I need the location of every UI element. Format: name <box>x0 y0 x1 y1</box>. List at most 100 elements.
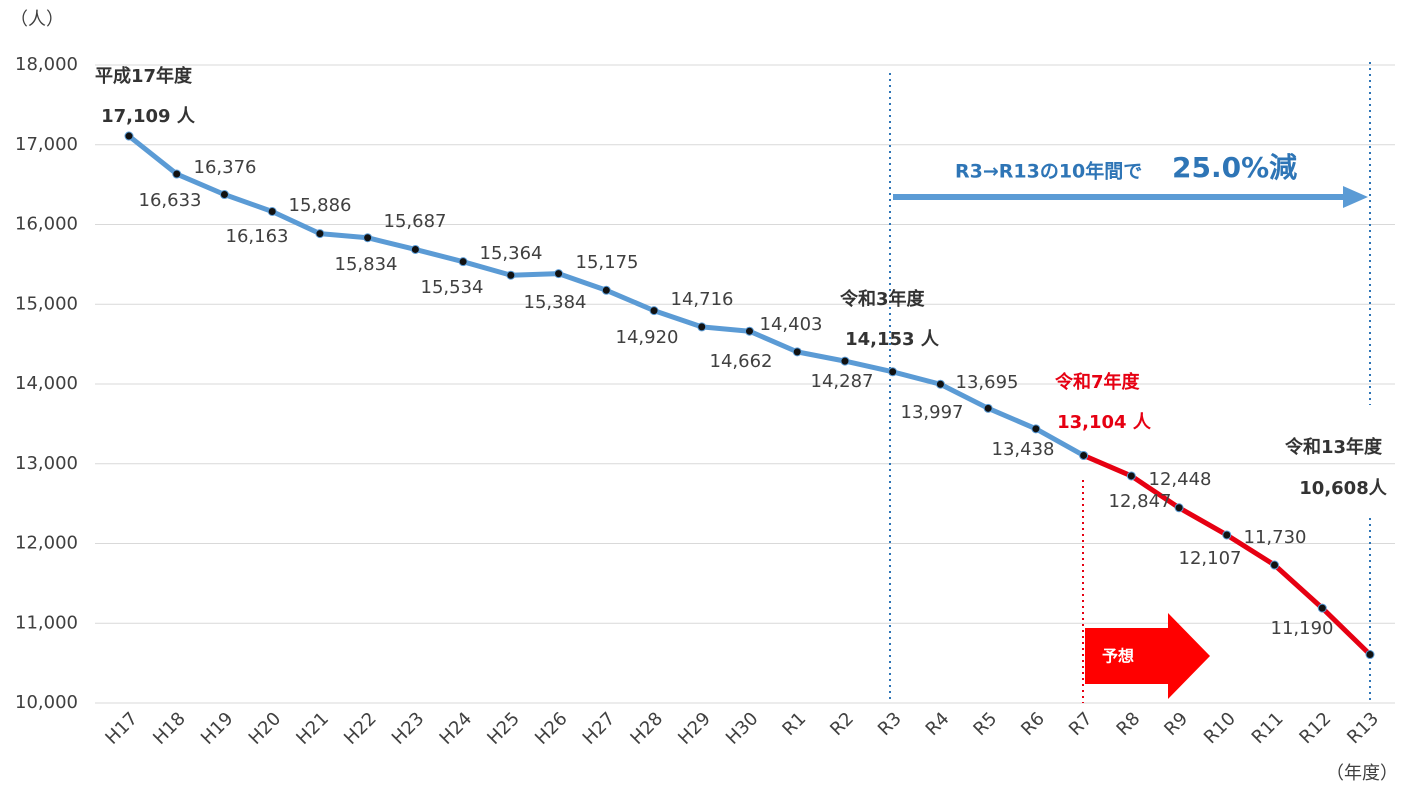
value-label: 14,287 <box>811 371 874 392</box>
annotation: 令和3年度 <box>839 288 926 310</box>
value-label: 16,633 <box>139 190 202 211</box>
point <box>125 132 133 140</box>
y-tick-label: 14,000 <box>15 373 78 394</box>
x-tick-label: H24 <box>436 708 477 749</box>
value-label: 12,448 <box>1149 469 1212 490</box>
value-label: 14,920 <box>616 327 679 348</box>
point <box>507 271 515 279</box>
value-label: 15,886 <box>289 195 352 216</box>
point <box>459 258 467 266</box>
value-label: 14,403 <box>760 314 823 335</box>
value-label: 15,175 <box>576 252 639 273</box>
y-tick-label: 18,000 <box>15 54 78 75</box>
point <box>173 170 181 178</box>
x-tick-label: R11 <box>1248 708 1288 748</box>
point <box>1366 651 1374 659</box>
forecast-label: 予想 <box>1102 647 1134 666</box>
x-tick-label: H28 <box>626 708 667 749</box>
value-label: 12,107 <box>1179 548 1242 569</box>
point <box>1223 531 1231 539</box>
x-tick-label: R2 <box>826 708 858 740</box>
x-tick-label: H18 <box>149 708 190 749</box>
value-label: 13,997 <box>901 402 964 423</box>
x-tick-label: R3 <box>874 708 906 740</box>
annotation: 令和13年度 <box>1284 436 1383 458</box>
value-label: 13,104 人 <box>1057 412 1152 433</box>
y-tick-label: 13,000 <box>15 453 78 474</box>
point <box>364 234 372 242</box>
x-tick-label: R10 <box>1200 708 1240 748</box>
point <box>936 380 944 388</box>
point <box>602 286 610 294</box>
x-unit: （年度） <box>1326 763 1398 784</box>
y-unit: （人） <box>10 9 64 30</box>
point <box>1175 504 1183 512</box>
x-tick-label: R5 <box>969 708 1001 740</box>
point <box>268 208 276 216</box>
value-label: 13,438 <box>992 439 1055 460</box>
x-tick-label: H21 <box>292 708 333 749</box>
value-label: 15,534 <box>421 277 484 298</box>
value-label: 16,376 <box>194 157 257 178</box>
annotation: 令和7年度 <box>1054 371 1141 393</box>
x-tick-label: R13 <box>1343 708 1383 748</box>
x-tick-label: H22 <box>340 708 381 749</box>
y-tick-label: 16,000 <box>15 214 78 235</box>
point <box>698 323 706 331</box>
x-tick-label: H25 <box>483 708 524 749</box>
value-label: 11,190 <box>1271 618 1334 639</box>
value-label: 15,834 <box>335 254 398 275</box>
point <box>793 348 801 356</box>
annotation: 平成17年度 <box>95 65 193 87</box>
value-label: 14,153 人 <box>845 329 940 350</box>
x-tick-label: R1 <box>779 708 811 740</box>
value-label: 17,109 人 <box>101 106 196 127</box>
y-tick-label: 17,000 <box>15 134 78 155</box>
point <box>1318 604 1326 612</box>
x-tick-label: H23 <box>388 708 429 749</box>
value-label: 14,716 <box>671 289 734 310</box>
value-label: 10,608人 <box>1299 478 1387 499</box>
x-tick-label: H17 <box>101 708 142 749</box>
x-tick-label: R12 <box>1295 708 1335 748</box>
x-tick-label: R4 <box>922 708 954 740</box>
point <box>411 245 419 253</box>
point <box>555 270 563 278</box>
x-tick-label: H20 <box>245 708 286 749</box>
value-label: 15,384 <box>524 292 587 313</box>
point <box>220 191 228 199</box>
x-tick-label: R6 <box>1017 708 1049 740</box>
point <box>1032 425 1040 433</box>
value-label: 11,730 <box>1244 527 1307 548</box>
x-tick-label: H30 <box>722 708 763 749</box>
y-tick-label: 10,000 <box>15 692 78 713</box>
x-tick-label: H27 <box>579 708 620 749</box>
chart: （人） （年度） 10,000 11,000 12,000 13,000 14,000 1… <box>0 0 1404 787</box>
point <box>984 404 992 412</box>
x-tick-label: R8 <box>1113 708 1145 740</box>
y-tick-label: 12,000 <box>15 533 78 554</box>
value-label: 16,163 <box>226 226 289 247</box>
x-tick-label: H19 <box>197 708 238 749</box>
value-label: 15,687 <box>384 211 447 232</box>
point <box>1271 561 1279 569</box>
value-label: 15,364 <box>480 243 543 264</box>
value-label: 13,695 <box>956 372 1019 393</box>
x-tick-label: R7 <box>1065 708 1097 740</box>
point <box>889 368 897 376</box>
point <box>841 357 849 365</box>
value-label: 14,662 <box>710 351 773 372</box>
point <box>1080 451 1088 459</box>
value-label: 12,847 <box>1109 491 1172 512</box>
point <box>316 230 324 238</box>
y-tick-label: 11,000 <box>15 612 78 633</box>
point <box>1127 472 1135 480</box>
period-arrow-head <box>1343 186 1368 208</box>
point <box>650 307 658 315</box>
x-tick-label: H26 <box>531 708 572 749</box>
annotation: R3→R13の10年間で <box>955 160 1142 183</box>
annotation: 25.0%減 <box>1172 151 1297 184</box>
y-tick-label: 15,000 <box>15 293 78 314</box>
x-tick-label: R9 <box>1160 708 1192 740</box>
